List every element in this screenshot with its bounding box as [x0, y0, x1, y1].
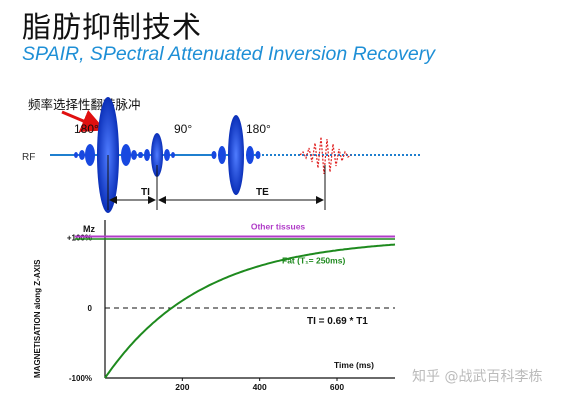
y-tick-label: -100% — [69, 374, 92, 383]
series-label-fat: Fat (T₁= 250ms) — [282, 256, 345, 266]
ti-formula-annotation: TI = 0.69 * T1 — [307, 316, 368, 327]
series-label-other-tissues: Other tissues — [251, 222, 306, 232]
angle-label-90: 90° — [174, 122, 192, 136]
ti-label: TI — [141, 187, 150, 198]
excitation-pulse-90 — [139, 133, 175, 177]
y-axis-top-label: Mz — [83, 224, 95, 234]
te-label: TE — [256, 187, 269, 198]
series-line-fat — [104, 243, 396, 379]
watermark: 知乎 @战武百科李栋 — [412, 369, 543, 385]
x-tick-label: 200 — [175, 382, 189, 392]
page-subtitle: SPAIR, SPectral Attenuated Inversion Rec… — [22, 43, 435, 65]
echo-signal — [299, 136, 352, 175]
refocusing-pulse-180 — [211, 115, 261, 195]
magnetisation-chart: Mz MAGNETISATION along Z-AXIS Time (ms) … — [33, 220, 396, 392]
x-tick-label: 400 — [253, 382, 267, 392]
page-title: 脂肪抑制技术 — [22, 10, 203, 44]
y-tick-label: 0 — [88, 304, 93, 313]
x-tick-label: 600 — [330, 382, 344, 392]
angle-label-180-first: 180° — [74, 122, 99, 136]
y-tick-label: +100% — [67, 234, 92, 243]
x-axis-title: Time (ms) — [334, 360, 374, 370]
y-axis-title: MAGNETISATION along Z-AXIS — [33, 259, 42, 378]
rf-label: RF — [22, 152, 35, 163]
annotation-arrow — [61, 109, 106, 133]
angle-label-180-second: 180° — [246, 122, 271, 136]
